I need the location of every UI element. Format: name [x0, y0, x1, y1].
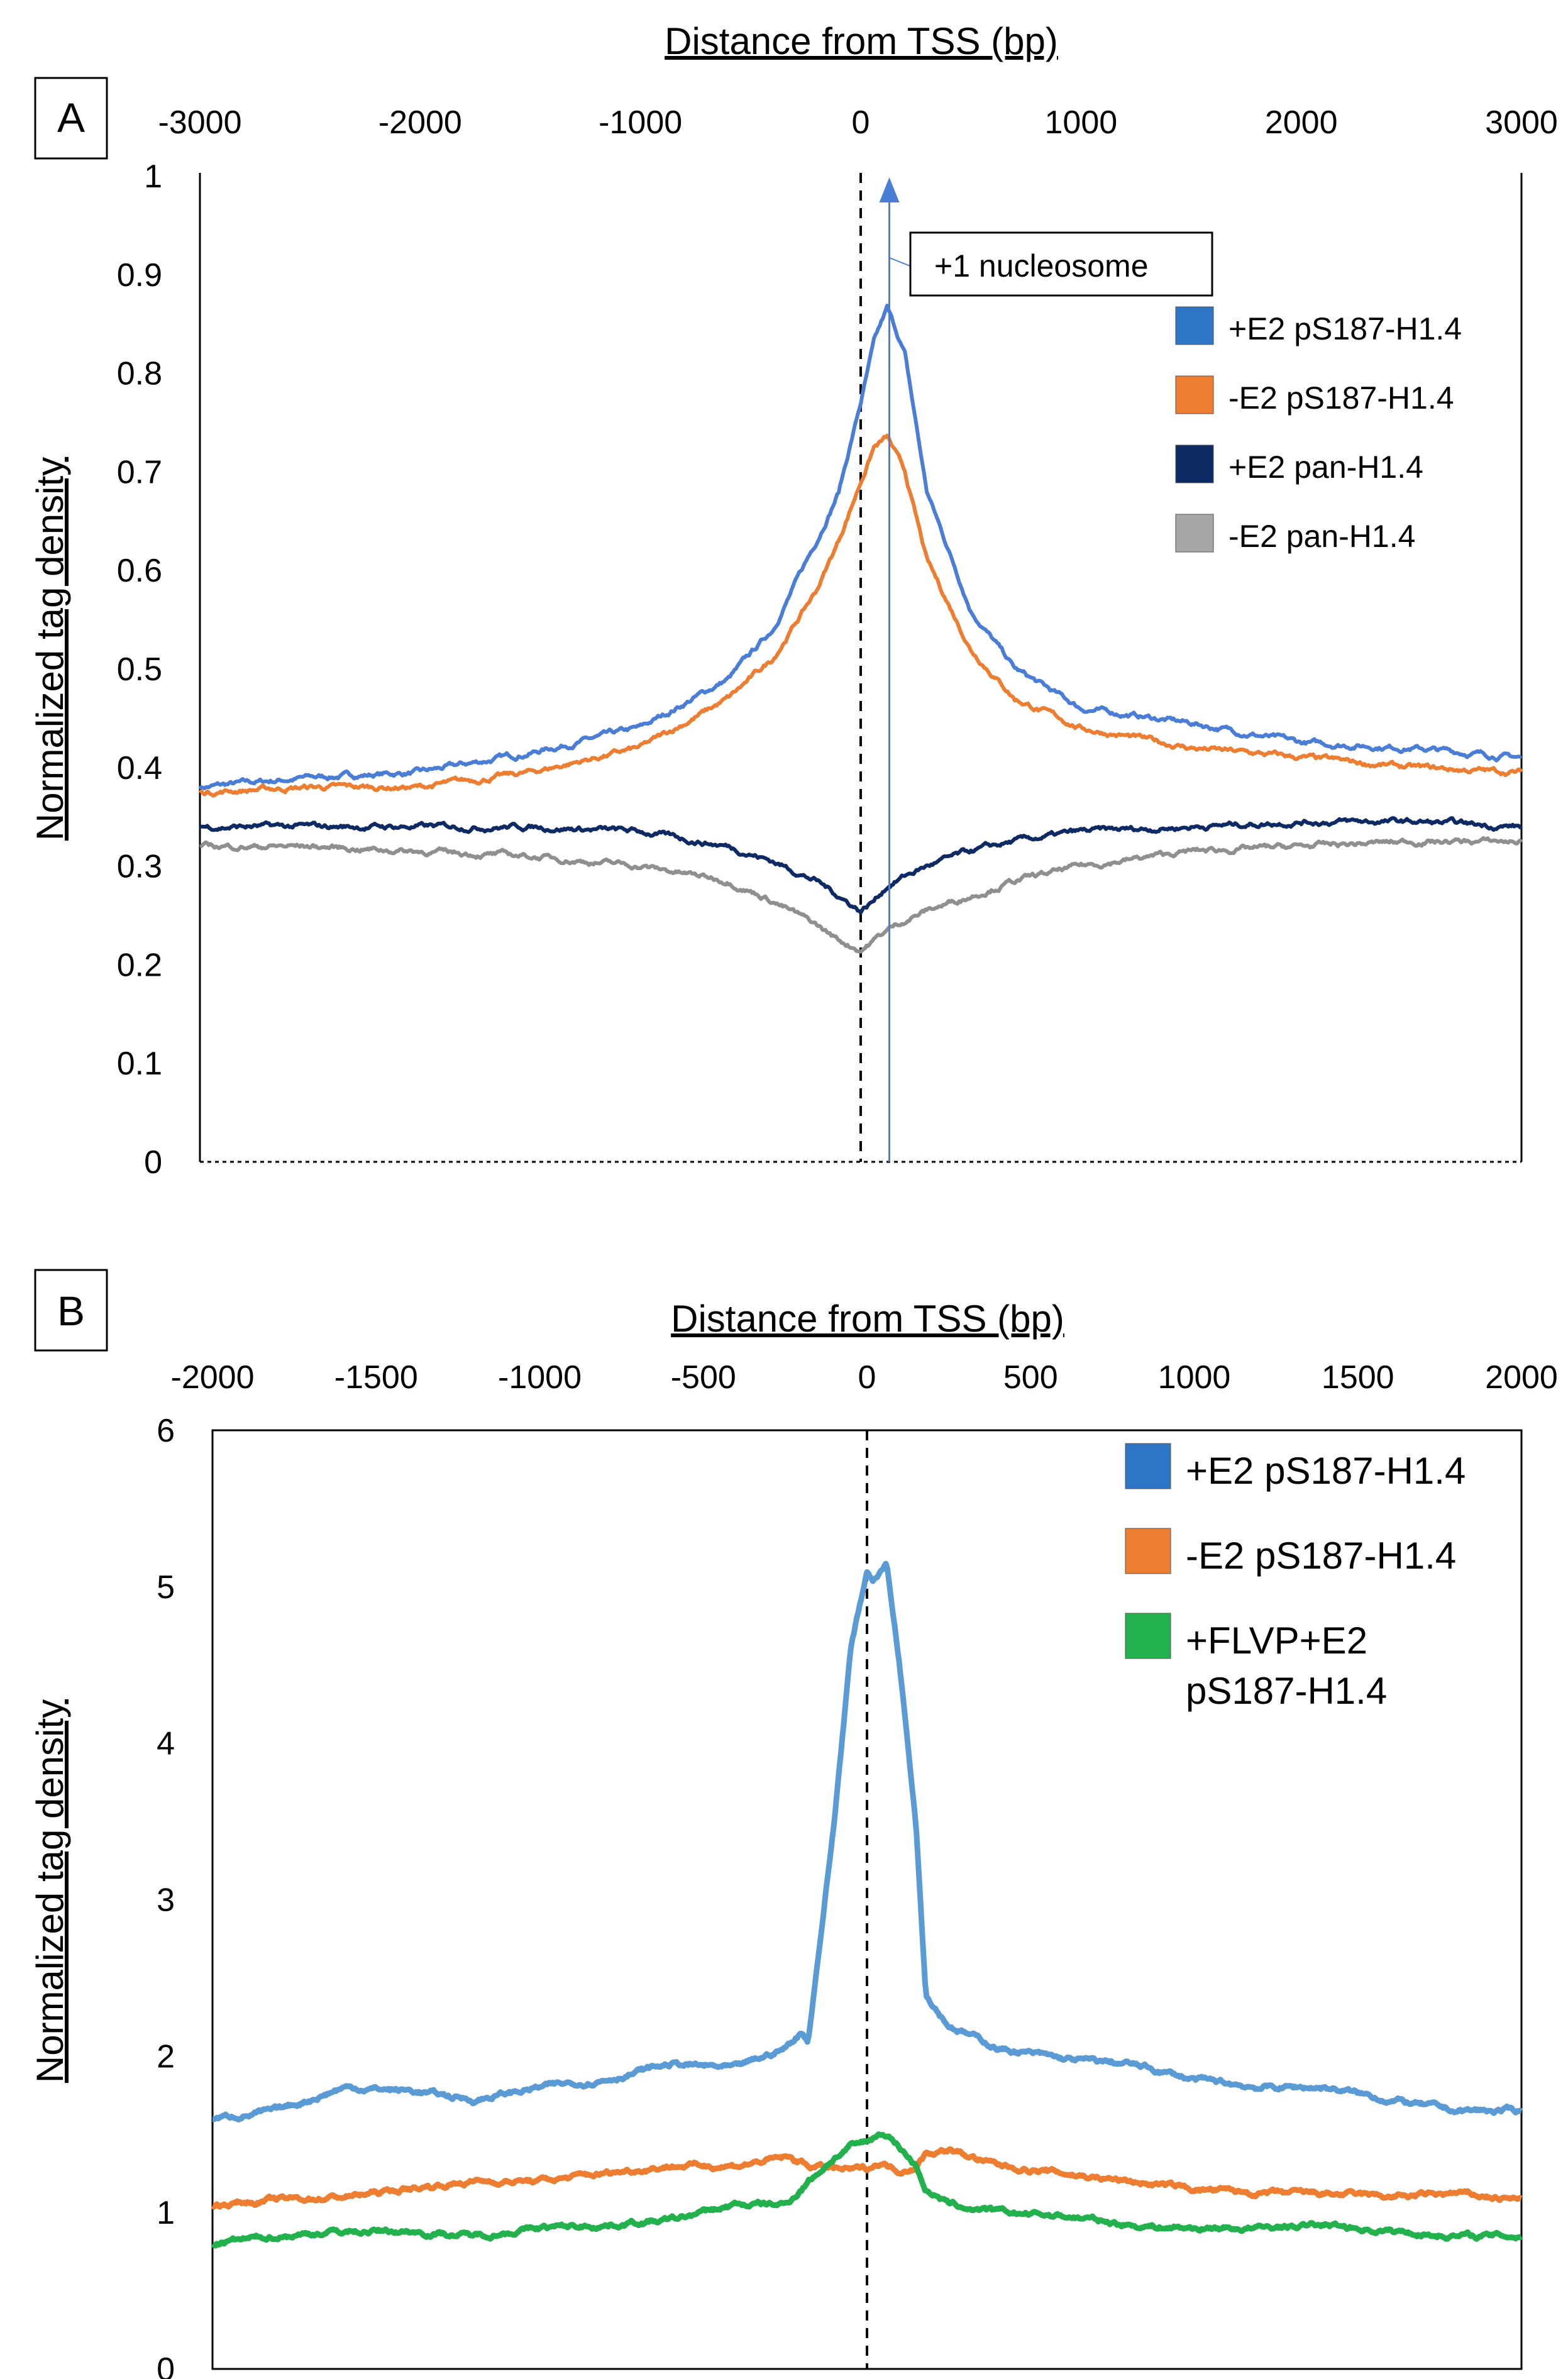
legend-swatch-e2-pan-h1-4 [1175, 444, 1214, 483]
y-tick-label: 6 [157, 1413, 175, 1449]
x-tick-label: 2000 [1485, 1359, 1558, 1396]
x-tick-label: -1000 [599, 104, 682, 141]
x-tick-label: 1500 [1322, 1359, 1394, 1396]
series-line-e2-pan-h1-4 [199, 816, 1523, 915]
legend-label-ps187-h1-4-line2: pS187-H1.4 [1186, 1670, 1387, 1712]
series-line-e2-ps187-h1-4 [198, 304, 1523, 791]
legend-swatch-flvp-e2 [1125, 1613, 1171, 1659]
panel-a-chart: A Distance from TSS (bp) Normalized tag … [29, 20, 1558, 1181]
panel-a-legend: +E2 pS187-H1.4 -E2 pS187-H1.4 +E2 pan-H1.4… [1175, 306, 1462, 554]
panel-b-y-tick-labels: 0 1 2 3 4 5 6 [157, 1413, 175, 2379]
panel-b-chart: B Distance from TSS (bp) Normalized tag … [29, 1269, 1558, 2379]
y-tick-label: 0 [144, 1144, 162, 1181]
panel-a-y-tick-labels: 0 0.1 0.2 0.3 0.4 0.5 0.6 0.7 0.8 0.9 1 [117, 158, 162, 1181]
panel-a-label-box [34, 77, 108, 160]
panel-b-y-axis-title: Normalized tag density [29, 1699, 71, 2083]
legend-label-e2-pan-h1-4: +E2 pan-H1.4 [1228, 450, 1423, 485]
y-tick-label: 0.5 [117, 651, 162, 688]
panel-a-x-tick-labels: -3000 -2000 -1000 0 1000 2000 3000 [158, 104, 1558, 141]
legend-label-e2-ps187-h1-4: -E2 pS187-H1.4 [1186, 1535, 1456, 1577]
panel-b-x-tick-labels: -2000 -1500 -1000 -500 0 500 1000 1500 2000 [171, 1359, 1558, 1396]
panel-b-x-axis-title: Distance from TSS (bp) [671, 1298, 1064, 1340]
panel-a-arrowhead [879, 177, 900, 202]
x-tick-label: 500 [1003, 1359, 1058, 1396]
panel-a-annotation-leader [889, 257, 912, 267]
x-tick-label: -2000 [171, 1359, 255, 1396]
panel-a-annotation-text: +1 nucleosome [934, 248, 1149, 284]
legend-label-e2-ps187-h1-4: -E2 pS187-H1.4 [1228, 380, 1454, 416]
x-tick-label: 0 [858, 1359, 876, 1396]
series-line-e2-ps187-h1-4 [198, 433, 1523, 798]
x-tick-label: 2000 [1265, 104, 1338, 141]
y-tick-label: 4 [157, 1726, 175, 1762]
x-tick-label: 1000 [1158, 1359, 1231, 1396]
series-line-e2-pan-h1-4 [199, 836, 1523, 954]
legend-swatch-e2-pan-h1-4 [1175, 514, 1214, 553]
legend-label-e2-ps187-h1-4: +E2 pS187-H1.4 [1186, 1450, 1466, 1492]
legend-swatch-e2-ps187-h1-4 [1125, 1443, 1171, 1489]
y-tick-label: 1 [157, 2195, 175, 2231]
panel-a-y-axis-title: Normalized tag density [29, 457, 71, 841]
y-tick-label: 0 [157, 2351, 175, 2379]
x-tick-label: -1500 [334, 1359, 418, 1396]
legend-label-flvp-e2: +FLVP+E2 [1186, 1620, 1367, 1662]
legend-label-e2-pan-h1-4: -E2 pan-H1.4 [1228, 519, 1415, 554]
panel-b-legend: +E2 pS187-H1.4 -E2 pS187-H1.4 +FLVP+E2 pS18… [1125, 1443, 1466, 1712]
series-line-e2-ps187-h1-4 [211, 1560, 1523, 2122]
panel-a-x-axis-title: Distance from TSS (bp) [665, 20, 1058, 62]
x-tick-label: -2000 [378, 104, 462, 141]
y-tick-label: 0.8 [117, 356, 162, 392]
legend-swatch-e2-ps187-h1-4 [1175, 306, 1214, 345]
panel-a-label: A [57, 94, 85, 141]
y-tick-label: 0.4 [117, 750, 162, 787]
x-tick-label: 1000 [1044, 104, 1117, 141]
y-tick-label: 0.3 [117, 849, 162, 885]
panel-b-series [211, 1560, 1523, 2249]
series-line-e2-ps187-h1-4 [211, 2146, 1523, 2210]
panel-a-series [198, 304, 1523, 954]
panel-b-label: B [57, 1288, 85, 1334]
y-tick-label: 0.6 [117, 553, 162, 589]
y-tick-label: 0.9 [117, 257, 162, 294]
legend-label-e2-ps187-h1-4: +E2 pS187-H1.4 [1228, 311, 1462, 346]
legend-swatch-e2-ps187-h1-4 [1125, 1528, 1171, 1574]
x-tick-label: 3000 [1485, 104, 1558, 141]
x-tick-label: -3000 [158, 104, 242, 141]
panel-b-label-box [34, 1269, 108, 1352]
y-tick-label: 0.2 [117, 947, 162, 983]
y-tick-label: 1 [144, 158, 162, 195]
x-tick-label: -500 [671, 1359, 736, 1396]
y-tick-label: 0.1 [117, 1046, 162, 1082]
y-tick-label: 3 [157, 1882, 175, 1919]
y-tick-label: 2 [157, 2038, 175, 2075]
x-tick-label: 0 [852, 104, 870, 141]
y-tick-label: 0.7 [117, 454, 162, 490]
legend-swatch-e2-ps187-h1-4 [1175, 375, 1214, 414]
panel-a-annotation-box [909, 231, 1213, 297]
series-line-flvp-e2-ps187-h1-4 [211, 2131, 1523, 2249]
x-tick-label: -1000 [498, 1359, 582, 1396]
y-tick-label: 5 [157, 1569, 175, 1606]
